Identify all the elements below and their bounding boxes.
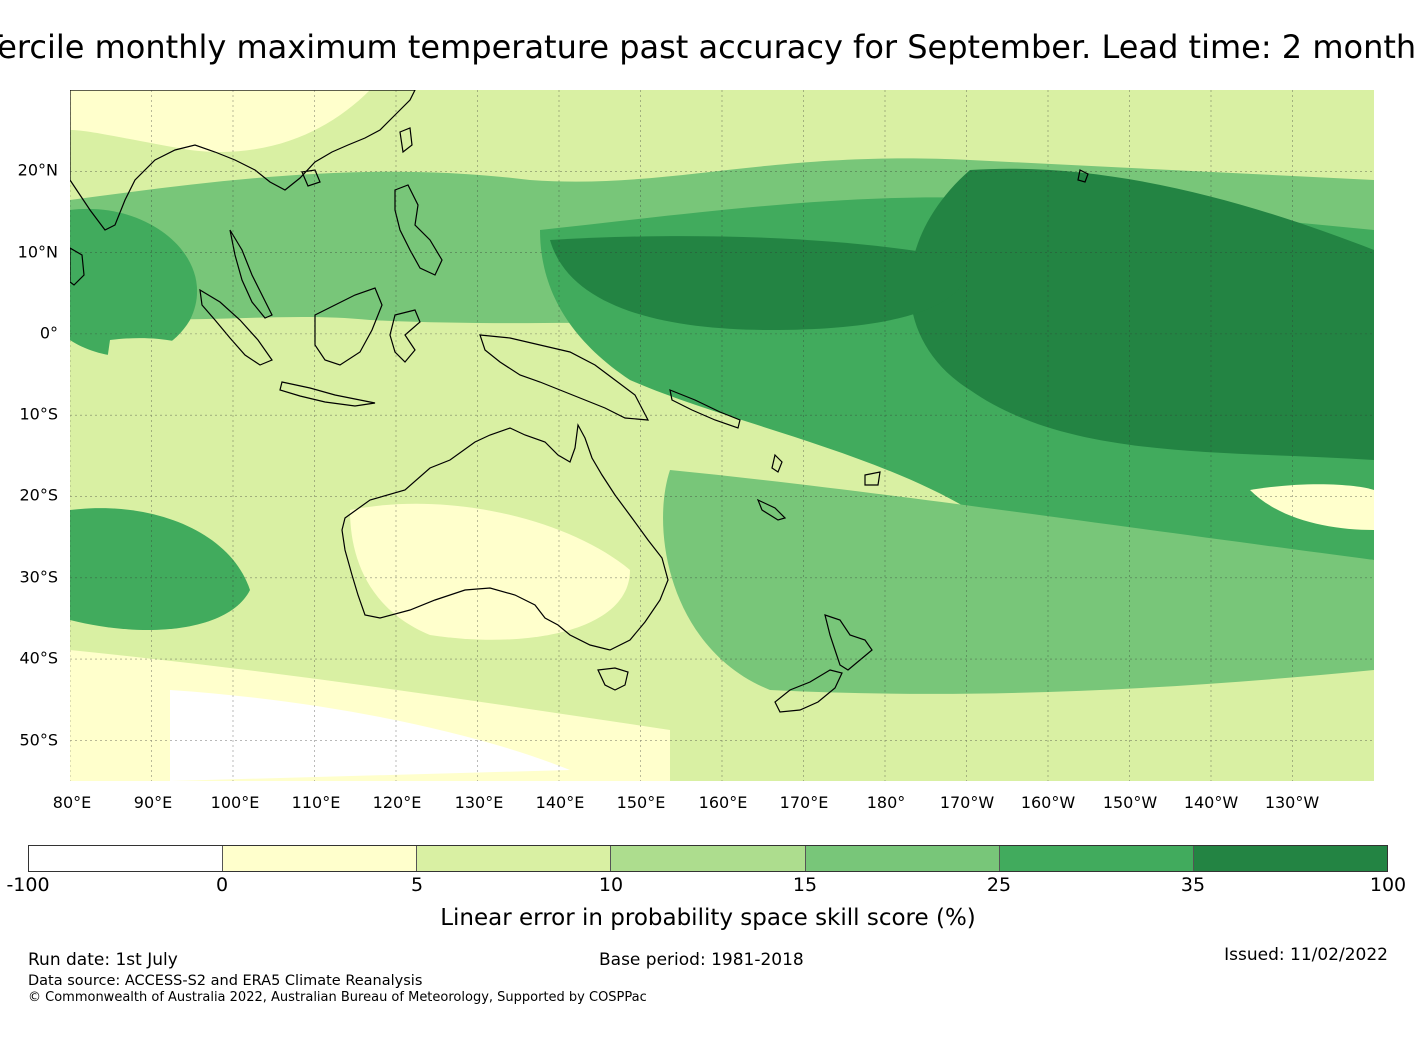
longitude-label: 100°E: [210, 793, 260, 812]
skill-score-region: [70, 208, 198, 357]
java-coastline: [279, 381, 376, 407]
skill-score-region: [910, 168, 1374, 460]
skill-score-region: [1250, 484, 1374, 530]
new-zealand-north-coastline: [824, 614, 873, 671]
longitude-label: 140°E: [535, 793, 585, 812]
latitude-label: 10°N: [17, 242, 58, 262]
longitude-label: 90°E: [133, 793, 173, 812]
colorbar-tick-label: 10: [598, 874, 624, 896]
fiji-coastline: [864, 471, 881, 486]
latitude-label: 20°N: [17, 160, 58, 180]
longitude-label: 150°E: [616, 793, 666, 812]
latitude-label: 50°S: [19, 730, 58, 750]
longitude-label: 130°E: [454, 793, 504, 812]
colorbar-tick-label: 15: [792, 874, 818, 896]
longitude-label: 170°E: [779, 793, 829, 812]
malay-peninsula-coastline: [229, 229, 273, 319]
latitude-label: 0°: [39, 323, 58, 343]
skill-score-region: [170, 690, 570, 781]
skill-score-region: [70, 90, 370, 152]
latitude-label: 40°S: [19, 648, 58, 668]
colorbar-tick-label: 5: [410, 874, 424, 896]
australia-coastline: [341, 423, 669, 651]
longitude-label: 110°E: [291, 793, 341, 812]
longitude-label: 160°W: [1020, 793, 1076, 812]
colorbar-tick-label: 35: [1180, 874, 1206, 896]
skill-score-region: [550, 236, 970, 330]
tasmania-coastline: [597, 667, 629, 691]
data-source: Data source: ACCESS-S2 and ERA5 Climate …: [28, 973, 423, 989]
colorbar-segment: [805, 846, 1000, 871]
hawaii-coastline: [1077, 169, 1089, 183]
longitude-label: 160°E: [698, 793, 748, 812]
skill-score-region: [350, 503, 630, 640]
skill-score-region: [663, 470, 1374, 694]
latitude-label: 10°S: [19, 404, 58, 424]
philippines-coastline: [394, 184, 443, 276]
skill-score-region: [670, 90, 970, 153]
landmasses: [70, 90, 1089, 713]
map-title: Tercile monthly maximum temperature past…: [0, 28, 1416, 66]
latitude-label: 20°S: [19, 485, 58, 505]
colorbar-tick-label: 100: [1369, 874, 1407, 896]
longitude-label: 130°W: [1264, 793, 1320, 812]
run-date: Run date: 1st July: [28, 950, 178, 970]
colorbar-tick-label: -100: [6, 874, 50, 896]
new-caledonia-coastline: [756, 498, 787, 521]
colorbar-segment: [1193, 846, 1387, 871]
colorbar: [28, 845, 1388, 872]
longitude-label: 120°E: [372, 793, 422, 812]
sumatra-coastline: [199, 288, 273, 366]
map-canvas: [70, 90, 1374, 781]
hainan-coastline: [301, 169, 321, 187]
skill-score-region: [70, 508, 250, 630]
colorbar-segment: [417, 846, 612, 871]
sulawesi-coastline: [389, 309, 421, 363]
longitude-label: 140°W: [1183, 793, 1239, 812]
solomon-islands-coastline: [669, 389, 741, 429]
issued-date: Issued: 11/02/2022: [1224, 945, 1388, 965]
longitude-label: 170°W: [939, 793, 995, 812]
colorbar-segment: [223, 846, 418, 871]
new-zealand-south-coastline: [774, 669, 843, 713]
longitude-label: 180°: [866, 793, 906, 812]
vanuatu-coastline: [771, 453, 783, 473]
graticule: [70, 90, 1374, 781]
taiwan-coastline: [399, 127, 413, 154]
borneo-coastline: [314, 287, 383, 366]
colorbar-segment: [29, 846, 224, 871]
new-guinea-coastline: [479, 334, 650, 421]
skill-score-region: [1070, 680, 1374, 781]
colorbar-tick-label: 25: [986, 874, 1012, 896]
skill-score-map: [70, 90, 1374, 781]
sri-lanka-coastline: [70, 247, 85, 286]
longitude-label: 80°E: [52, 793, 92, 812]
skill-score-region: [100, 338, 242, 433]
colorbar-segment: [999, 846, 1194, 871]
longitude-label: 150°W: [1102, 793, 1158, 812]
colorbar-tick-label: 0: [215, 874, 229, 896]
base-period: Base period: 1981-2018: [599, 950, 804, 970]
colorbar-segment: [611, 846, 806, 871]
latitude-label: 30°S: [19, 567, 58, 587]
copyright-notice: © Commonwealth of Australia 2022, Austra…: [28, 990, 647, 1005]
colorbar-label: Linear error in probability space skill …: [440, 905, 976, 931]
indochina-coastline: [70, 90, 416, 231]
